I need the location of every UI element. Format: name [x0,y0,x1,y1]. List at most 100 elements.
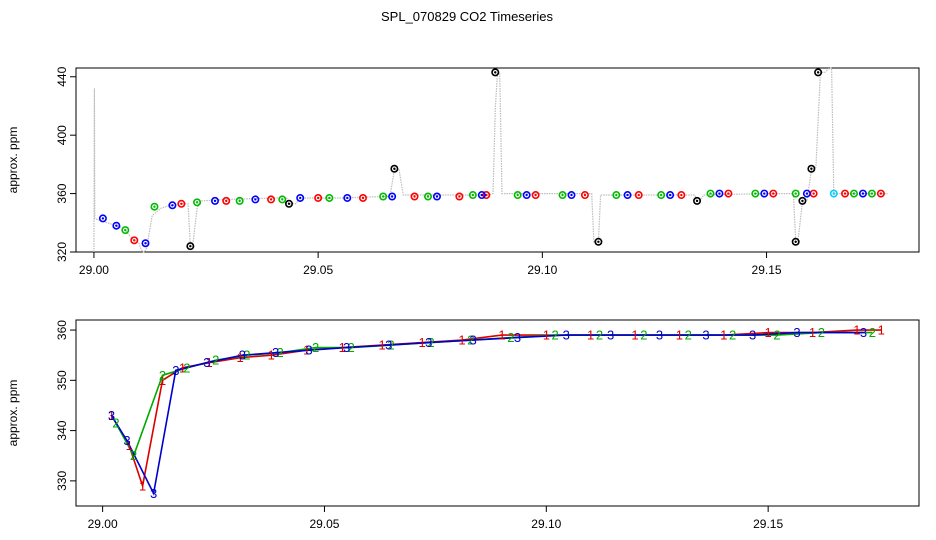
channel-3-marker-dot [435,195,439,198]
channel-3-marker [211,196,220,205]
channel-2-marker-dot [870,192,874,195]
channel-2-marker [150,202,159,211]
series-2-marker: 2 [685,328,692,343]
channel-2-marker-dot [328,196,331,200]
channel-1-marker [634,191,643,200]
series-1-marker: 1 [159,373,166,388]
series-1-marker: 1 [631,328,638,343]
bottom-x-tick-label: 29.00 [88,517,118,531]
series-3-marker: 3 [860,325,867,340]
channel-3-marker [343,193,352,202]
series-2-marker: 2 [773,328,780,343]
channel-2-marker [751,189,760,198]
channel-3-marker-dot [668,193,672,197]
series-3-marker: 3 [172,363,179,378]
series-2-marker: 2 [729,328,736,343]
series-1-line [110,329,882,490]
bottom-x-axis: 29.00 29.05 29.10 29.15 [88,506,783,531]
series-2-marker: 2 [869,325,876,340]
channel-1-marker [482,191,491,200]
channel-3-marker-dot [299,196,302,200]
series-2-marker: 2 [159,368,166,383]
channel-1-marker-dot [269,198,273,201]
channel-2-marker-dot [794,192,797,195]
series-1-marker: 1 [498,328,505,343]
reference-marker [186,242,195,251]
bottom-series-lines [110,329,882,496]
series-3-marker: 3 [656,328,663,343]
channel-3-marker-dot [626,193,629,197]
series-2-marker: 2 [212,353,219,368]
channel-3-marker [296,193,305,202]
top-y-tick-label: 360 [55,183,69,203]
series-3-marker: 3 [607,328,614,343]
reference-marker [284,199,293,208]
channel-1-marker [531,191,540,200]
channel-3-marker [388,192,397,201]
channel-2-marker-dot [238,199,241,203]
series-3-marker: 3 [702,328,709,343]
channel-1-marker [580,191,589,200]
series-1-marker: 1 [676,328,683,343]
channel-2-marker [867,189,876,198]
top-plot-frame [75,67,920,253]
series-2-marker: 2 [183,360,190,375]
series-1-marker: 1 [853,323,860,338]
series-2-marker: 2 [112,416,119,431]
channel-3-marker [666,191,675,200]
top-x-tick-label: 29.15 [752,263,782,277]
series-1-marker: 1 [878,323,885,338]
channel-1-marker [841,189,850,198]
channel-3-marker [432,192,441,201]
reference-marker-dot [810,167,813,170]
channel-2-marker [706,189,715,198]
channel-1-marker-dot [772,192,775,195]
series-3-marker: 3 [425,335,432,350]
channel-1-marker [222,196,231,205]
channel-1-marker-dot [680,193,683,197]
channel-3-marker [168,201,177,210]
bottom-plot-frame [75,319,920,507]
top-y-tick-label: 320 [55,242,69,262]
reference-marker-dot [597,240,600,243]
bottom-y-tick-label: 340 [55,420,69,440]
channel-2-marker-dot [754,192,757,195]
reference-marker [798,196,807,205]
channel-2-marker-dot [659,193,663,197]
channel-2-marker [657,191,666,200]
bottom-x-tick-label: 29.15 [753,517,783,531]
reference-marker [814,68,823,77]
reference-marker [791,237,800,246]
series-3-marker: 3 [514,330,521,345]
channel-1-marker-dot [727,192,730,195]
reference-marker-dot [287,202,291,206]
channel-2-marker [278,195,287,204]
series-1-marker: 1 [126,438,133,453]
channel-1-marker-dot [316,196,320,200]
channel-3-marker-dot [171,204,174,207]
channel-1-marker-dot [180,202,183,206]
channel-1-marker-dot [812,192,815,195]
series-2-marker: 2 [640,328,647,343]
channel-3-marker-dot [570,193,573,197]
channel-2-marker-dot [516,193,519,197]
top-x-axis: 29.00 29.05 29.10 29.15 [79,252,782,277]
channel-3-marker [760,189,769,198]
series-2-line [115,331,873,458]
series-1-marker: 1 [379,338,386,353]
channel-3-marker-dot [101,217,105,220]
bottom-panel: approx. ppm 29.00 29.05 29.10 29.15 3303403… [6,319,920,531]
channel-1-marker [358,193,367,202]
top-x-tick-label: 29.05 [303,263,333,277]
series-3-marker: 3 [239,348,246,363]
reference-marker-dot [494,71,497,74]
channel-3-marker-dot [525,193,528,197]
series-1-marker: 1 [458,333,465,348]
bottom-x-tick-label: 29.05 [309,517,339,531]
channel-1-marker [876,189,885,198]
series-1-marker: 1 [339,340,346,355]
channel-2-marker-dot [381,195,385,198]
series-1-marker: 1 [587,328,594,343]
calibration-marker [829,189,838,198]
series-2-marker: 2 [552,328,559,343]
